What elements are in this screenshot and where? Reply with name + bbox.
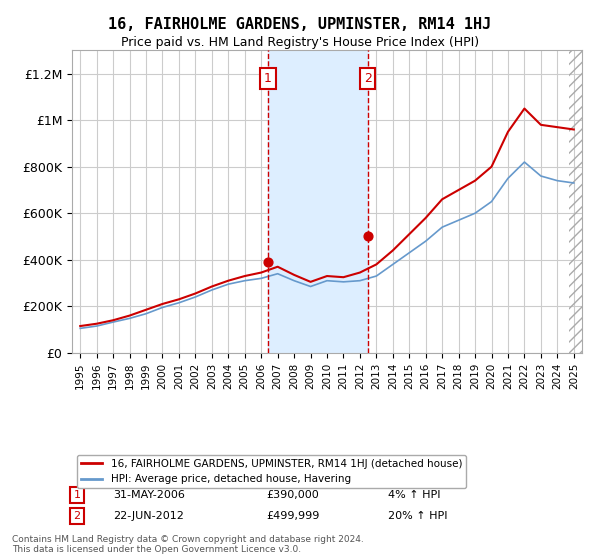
Text: Price paid vs. HM Land Registry's House Price Index (HPI): Price paid vs. HM Land Registry's House … [121, 36, 479, 49]
Text: 31-MAY-2006: 31-MAY-2006 [113, 490, 185, 500]
Text: 2: 2 [74, 511, 80, 521]
Bar [268, 50, 368, 353]
Text: 22-JUN-2012: 22-JUN-2012 [113, 511, 184, 521]
Text: 2: 2 [364, 72, 371, 85]
Text: 1: 1 [74, 490, 80, 500]
Legend: 16, FAIRHOLME GARDENS, UPMINSTER, RM14 1HJ (detached house), HPI: Average price,: 16, FAIRHOLME GARDENS, UPMINSTER, RM14 1… [77, 455, 466, 488]
Point [263, 258, 273, 267]
Text: Contains HM Land Registry data © Crown copyright and database right 2024.
This d: Contains HM Land Registry data © Crown c… [12, 535, 364, 554]
Text: 20% ↑ HPI: 20% ↑ HPI [388, 511, 448, 521]
Text: 1: 1 [264, 72, 272, 85]
Point [363, 232, 373, 241]
Text: 4% ↑ HPI: 4% ↑ HPI [388, 490, 440, 500]
Text: £390,000: £390,000 [266, 490, 319, 500]
Bar [569, 50, 582, 353]
Text: 16, FAIRHOLME GARDENS, UPMINSTER, RM14 1HJ: 16, FAIRHOLME GARDENS, UPMINSTER, RM14 1… [109, 17, 491, 32]
Text: £499,999: £499,999 [266, 511, 319, 521]
